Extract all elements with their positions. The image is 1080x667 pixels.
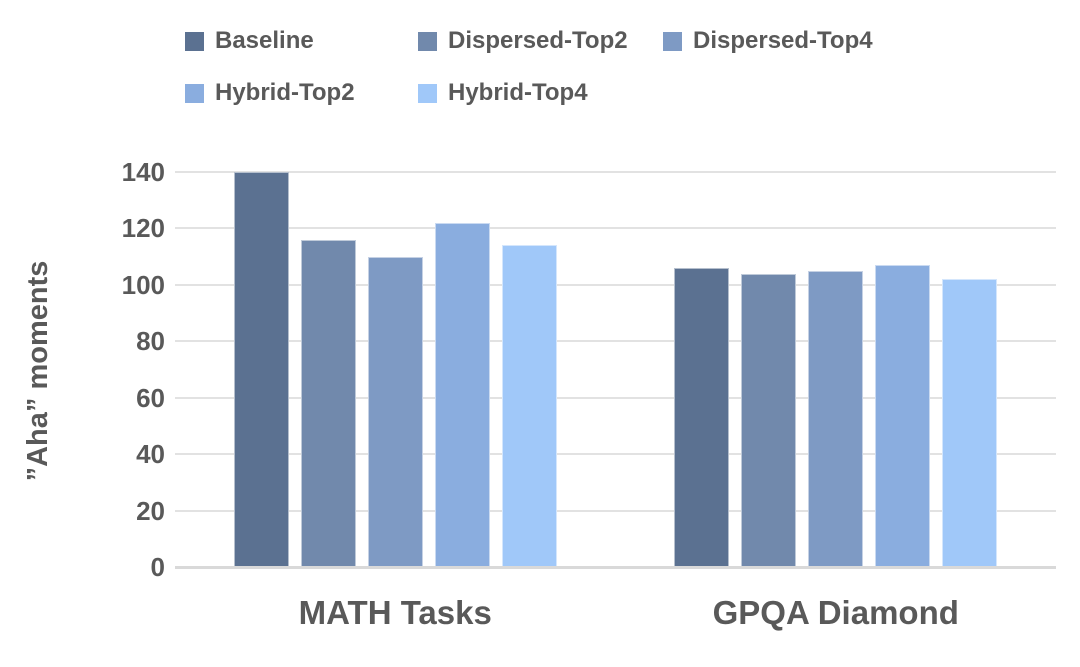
legend-label-baseline: Baseline [215,27,314,54]
legend-swatch-baseline-icon [185,31,204,51]
bar-baseline-gpqa-diamond [674,267,730,567]
bar-hybrid-top2-gpqa-diamond [875,265,931,567]
legend-swatch-hybrid-top4-icon [418,83,437,103]
y-axis-title: ”Aha” moments [22,260,54,482]
legend-label-hybrid-top2: Hybrid-Top2 [215,79,355,106]
legend-item-baseline: Baseline [185,27,418,55]
legend-item-hybrid-top4: Hybrid-Top4 [418,79,663,107]
plot-area [175,171,1056,569]
legend-item-dispersed-top4: Dispersed-Top4 [663,27,873,55]
y-tick-40: 40 [136,439,165,470]
legend: Baseline Dispersed-Top2 Dispersed-Top4 H… [185,22,873,126]
bar-group-gpqa-diamond [616,172,1057,567]
legend-label-dispersed-top2: Dispersed-Top2 [448,27,628,54]
legend-swatch-hybrid-top2-icon [185,83,204,103]
gridline-100 [175,283,1056,286]
legend-swatch-dispersed-top4-icon [663,31,682,51]
legend-label-dispersed-top4: Dispersed-Top4 [693,27,873,54]
y-tick-80: 80 [136,326,165,357]
gridline-40 [175,453,1056,456]
category-label-gpqa-diamond: GPQA Diamond [712,594,959,631]
bar-hybrid-top4-gpqa-diamond [942,279,998,567]
y-tick-20: 20 [136,495,165,526]
bar-dispersed-top2-gpqa-diamond [741,273,797,567]
legend-row-2: Hybrid-Top2 Hybrid-Top4 [185,74,873,112]
y-tick-0: 0 [150,552,165,582]
y-tick-100: 100 [121,269,165,300]
legend-item-hybrid-top2: Hybrid-Top2 [185,79,418,107]
gridline-120 [175,227,1056,230]
gridline-20 [175,509,1056,512]
gridline-80 [175,340,1056,343]
bars-container [175,172,1056,567]
gridline-60 [175,396,1056,399]
bar-dispersed-top4-math-tasks [367,256,423,567]
bar-hybrid-top2-math-tasks [434,222,490,567]
legend-item-dispersed-top2: Dispersed-Top2 [418,27,663,55]
legend-label-hybrid-top4: Hybrid-Top4 [448,79,588,106]
legend-swatch-dispersed-top2-icon [418,31,437,51]
bar-baseline-math-tasks [233,172,289,567]
category-label-math-tasks: MATH Tasks [298,594,492,631]
x-axis-labels: MATH Tasks GPQA Diamond [175,594,1056,632]
bar-dispersed-top2-math-tasks [300,239,356,567]
x-axis-line [175,566,1056,569]
bar-dispersed-top4-gpqa-diamond [808,270,864,567]
legend-row-1: Baseline Dispersed-Top2 Dispersed-Top4 [185,22,873,60]
y-tick-60: 60 [136,382,165,413]
bar-group-math-tasks [175,172,616,567]
y-tick-140: 140 [121,157,165,187]
y-tick-120: 120 [121,213,165,244]
gridline-140 [175,171,1056,173]
bar-hybrid-top4-math-tasks [501,245,557,567]
